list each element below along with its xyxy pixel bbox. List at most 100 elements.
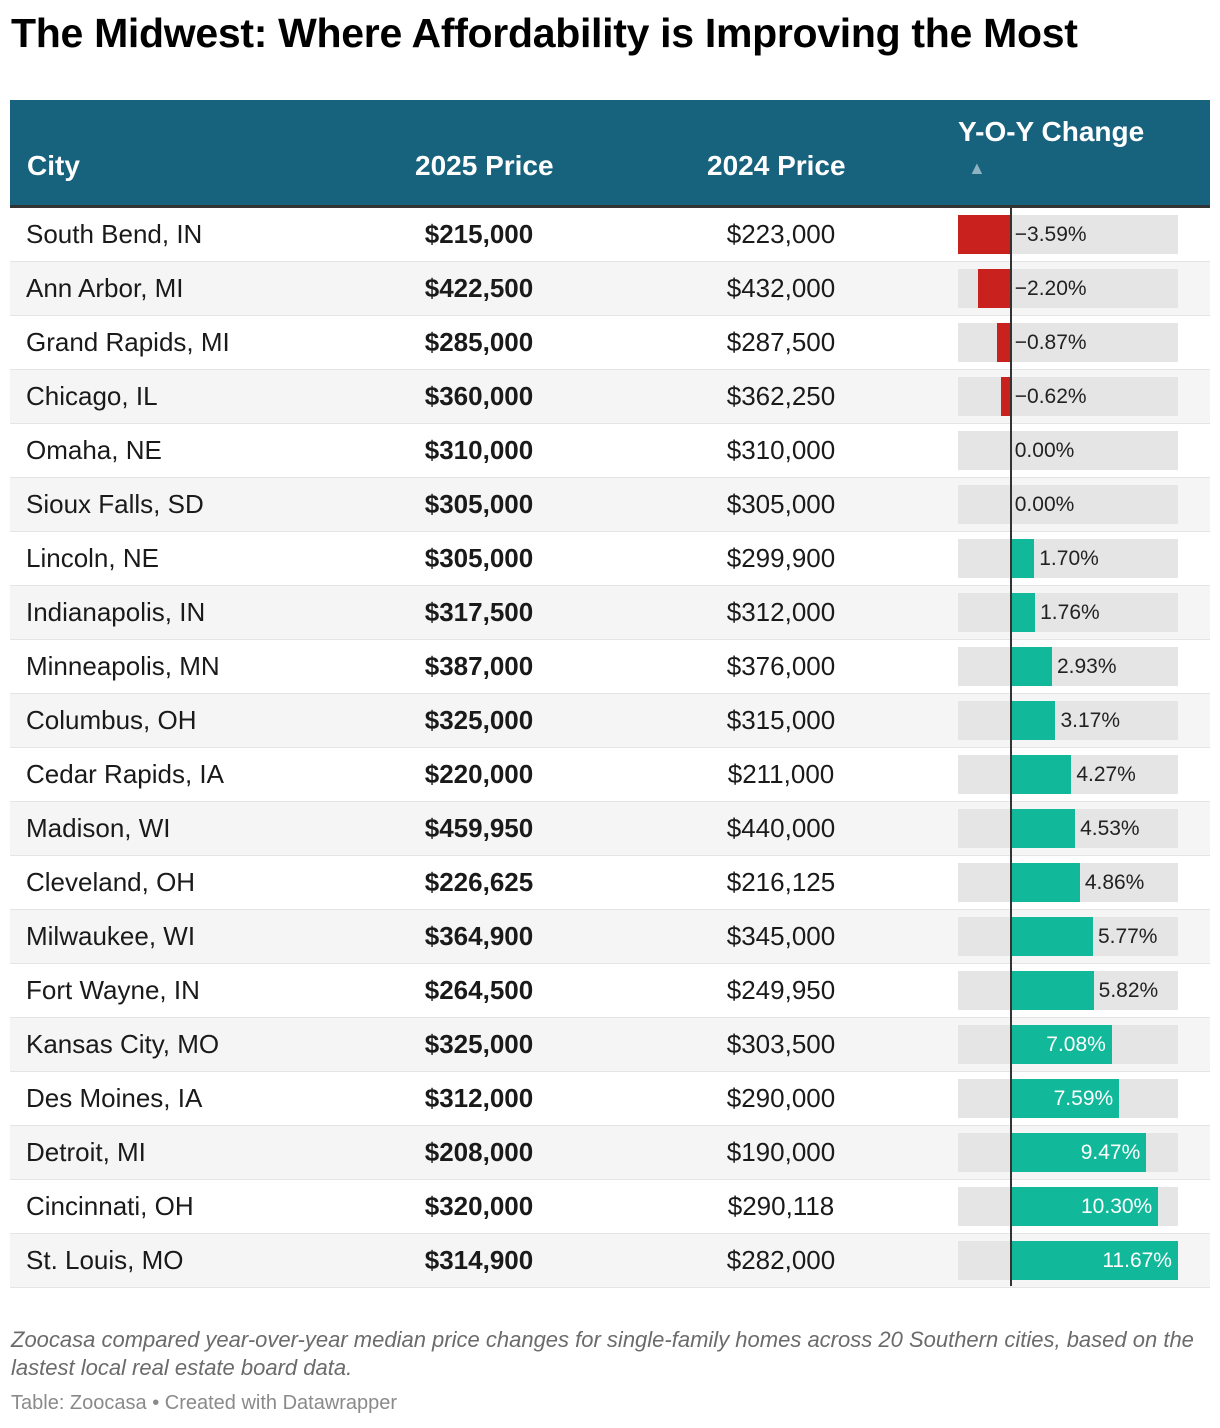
cell-city: Fort Wayne, IN <box>26 975 200 1005</box>
cell-city: Des Moines, IA <box>26 1083 203 1113</box>
header-city[interactable]: City <box>27 150 80 181</box>
table-header: City 2025 Price 2024 Price Y-O-Y Change … <box>10 100 1210 208</box>
table-row: Detroit, MI $208,000 $190,000 9.47% <box>10 1126 1210 1180</box>
table-row: Chicago, IL $360,000 $362,250 −0.62% <box>10 370 1210 424</box>
bar-track <box>958 539 1178 578</box>
bar-value-label: 10.30% <box>1081 1195 1153 1218</box>
sort-ascending-icon[interactable]: ▲ <box>968 158 986 178</box>
bar-negative <box>978 269 1010 308</box>
bar-value-label: 7.59% <box>1053 1087 1114 1110</box>
cell-2024-price: $315,000 <box>726 705 836 735</box>
bar-value-label: 3.17% <box>1060 709 1120 732</box>
cell-city: South Bend, IN <box>26 219 203 249</box>
cell-2024-price: $303,500 <box>726 1029 836 1059</box>
cell-2025-price: $422,500 <box>424 273 534 303</box>
bar-value-label: 4.27% <box>1076 763 1136 786</box>
cell-2024-price: $290,118 <box>727 1191 835 1221</box>
cell-city: Minneapolis, MN <box>26 651 220 681</box>
bar-track <box>958 647 1178 686</box>
cell-2024-price: $223,000 <box>726 219 836 249</box>
bar-value-label: 4.53% <box>1080 817 1140 840</box>
table-row: South Bend, IN $215,000 $223,000 −3.59% <box>10 208 1210 262</box>
table-row: Lincoln, NE $305,000 $299,900 1.70% <box>10 532 1210 586</box>
bar-negative <box>958 215 1010 254</box>
cell-2025-price: $364,900 <box>424 921 534 951</box>
cell-city: Grand Rapids, MI <box>26 327 230 357</box>
bar-value-label: −2.20% <box>1014 277 1087 300</box>
cell-2025-price: $226,625 <box>424 867 534 897</box>
bar-track <box>958 431 1178 470</box>
bar-negative <box>1000 377 1010 416</box>
table-row: Omaha, NE $310,000 $310,000 0.00% <box>10 424 1210 478</box>
cell-2025-price: $314,900 <box>424 1245 534 1275</box>
bar-positive <box>1009 701 1056 740</box>
bar-track <box>958 377 1178 416</box>
table-row: Des Moines, IA $312,000 $290,000 7.59% <box>10 1072 1210 1126</box>
cell-city: Ann Arbor, MI <box>26 273 184 303</box>
cell-2024-price: $216,125 <box>726 867 836 897</box>
cell-2024-price: $310,000 <box>726 435 836 465</box>
table-row: Columbus, OH $325,000 $315,000 3.17% <box>10 694 1210 748</box>
cell-city: Columbus, OH <box>26 705 197 735</box>
bar-value-label: 11.67% <box>1102 1249 1172 1272</box>
cell-city: Madison, WI <box>26 813 171 843</box>
cell-2025-price: $305,000 <box>424 489 534 519</box>
cell-2024-price: $290,000 <box>726 1083 836 1113</box>
bar-positive <box>1009 917 1093 956</box>
bar-positive <box>1009 1079 1120 1118</box>
bar-positive <box>1009 1241 1178 1280</box>
chart-title: The Midwest: Where Affordability is Impr… <box>11 10 1078 56</box>
cell-2025-price: $325,000 <box>424 1029 534 1059</box>
bar-value-label: 0.00% <box>1014 439 1075 462</box>
bar-value-label: 9.47% <box>1080 1141 1141 1164</box>
cell-city: Lincoln, NE <box>26 543 159 573</box>
table-row: Milwaukee, WI $364,900 $345,000 5.77% <box>10 910 1210 964</box>
cell-city: St. Louis, MO <box>26 1245 184 1275</box>
header-2025-price[interactable]: 2025 Price <box>415 150 554 181</box>
header-2024-price[interactable]: 2024 Price <box>707 150 846 181</box>
cell-city: Omaha, NE <box>26 435 162 465</box>
bar-value-label: 4.86% <box>1084 871 1145 894</box>
bar-positive <box>1009 755 1072 794</box>
bar-negative <box>997 323 1010 362</box>
table-row: Fort Wayne, IN $264,500 $249,950 5.82% <box>10 964 1210 1018</box>
cell-2025-price: $215,000 <box>424 219 534 249</box>
cell-2025-price: $360,000 <box>424 381 534 411</box>
cell-2024-price: $190,000 <box>726 1137 836 1167</box>
bar-value-label: 5.82% <box>1098 979 1159 1002</box>
bar-positive <box>1009 809 1076 848</box>
cell-2025-price: $310,000 <box>424 435 534 465</box>
cell-2024-price: $305,000 <box>726 489 836 519</box>
data-table: City 2025 Price 2024 Price Y-O-Y Change … <box>10 100 1210 1288</box>
table-row: Minneapolis, MN $387,000 $376,000 2.93% <box>10 640 1210 694</box>
header-yoy-change[interactable]: Y-O-Y Change <box>958 116 1145 147</box>
bar-positive <box>1009 539 1035 578</box>
cell-city: Sioux Falls, SD <box>26 489 204 519</box>
cell-2025-price: $325,000 <box>424 705 534 735</box>
cell-2024-price: $299,900 <box>726 543 836 573</box>
bar-value-label: 7.08% <box>1046 1033 1106 1056</box>
bar-positive <box>1009 1133 1147 1172</box>
bar-value-label: −0.62% <box>1014 385 1087 408</box>
bar-track <box>958 701 1178 740</box>
cell-city: Milwaukee, WI <box>26 921 196 951</box>
bar-positive <box>1009 971 1094 1010</box>
table-row: St. Louis, MO $314,900 $282,000 11.67% <box>10 1234 1210 1288</box>
bar-value-label: 5.77% <box>1097 925 1158 948</box>
cell-2025-price: $320,000 <box>424 1191 534 1221</box>
cell-2024-price: $362,250 <box>726 381 836 411</box>
table-row: Grand Rapids, MI $285,000 $287,500 −0.87% <box>10 316 1210 370</box>
bar-value-label: −0.87% <box>1014 331 1087 354</box>
table-row: Cleveland, OH $226,625 $216,125 4.86% <box>10 856 1210 910</box>
table-row: Sioux Falls, SD $305,000 $305,000 0.00% <box>10 478 1210 532</box>
table-row: Madison, WI $459,950 $440,000 4.53% <box>10 802 1210 856</box>
source-credit: Table: Zoocasa • Created with Datawrappe… <box>11 1392 398 1414</box>
cell-2025-price: $208,000 <box>424 1137 534 1167</box>
cell-2025-price: $264,500 <box>424 975 534 1005</box>
cell-city: Cleveland, OH <box>26 867 196 897</box>
cell-2024-price: $432,000 <box>726 273 836 303</box>
zero-axis-line <box>1010 206 1012 1286</box>
cell-2024-price: $211,000 <box>727 759 835 789</box>
bar-value-label: 0.00% <box>1014 493 1075 516</box>
cell-2025-price: $312,000 <box>424 1083 534 1113</box>
